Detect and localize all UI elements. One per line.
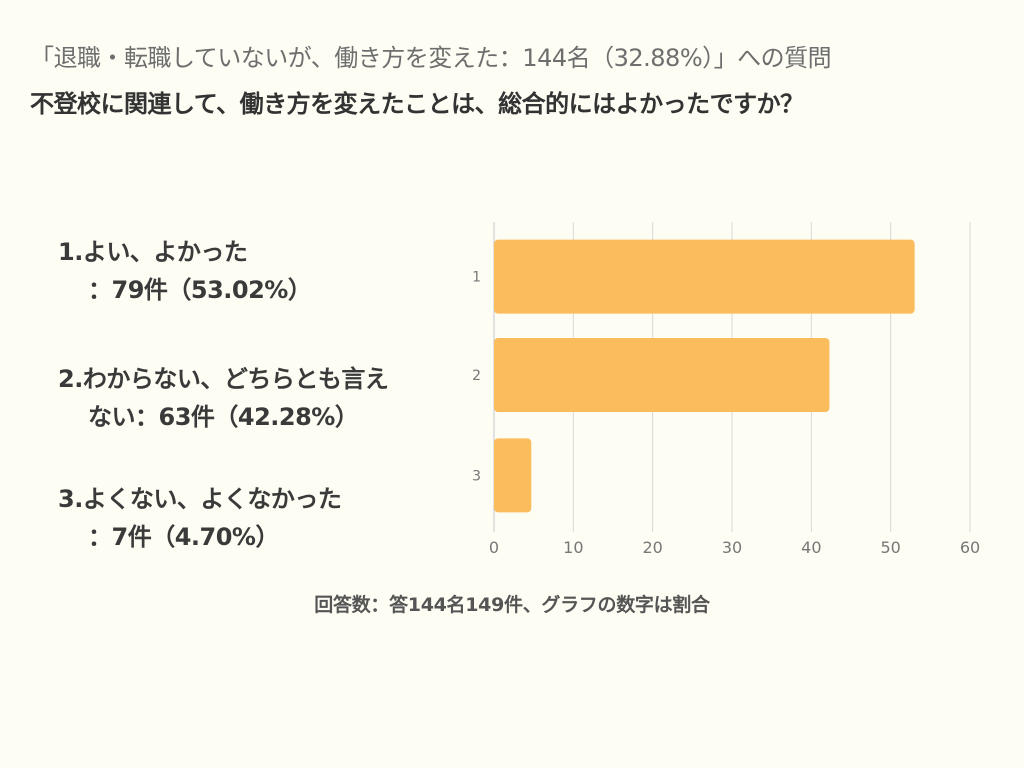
chart-title-line1: 「退職・転職していないが、働き方を変えた：144名（32.88%）」への質問	[30, 44, 832, 72]
category-label-3-line1: 3.よくない、よくなかった	[58, 485, 342, 513]
chart-title-line2: 不登校に関連して、働き方を変えたことは、総合的にはよかったですか？	[30, 90, 804, 118]
bar-1	[494, 239, 915, 314]
category-label-2: 2.わからない、どちらとも言え ない：63件（42.28%）	[58, 360, 389, 436]
y-tick-label-3: 3	[472, 468, 481, 484]
category-label-2-line2: ない：63件（42.28%）	[88, 403, 359, 431]
x-tick-label-10: 10	[563, 538, 583, 557]
y-tick-label-2: 2	[472, 368, 481, 384]
category-label-1-line2: ：79件（53.02%）	[88, 276, 312, 304]
category-label-3-line2: ：7件（4.70%）	[88, 523, 279, 551]
chart-footer-note: 回答数：答144名149件、グラフの数字は割合	[314, 594, 710, 616]
category-label-1: 1.よい、よかった ：79件（53.02%）	[58, 233, 312, 309]
x-tick-label-20: 20	[642, 538, 662, 557]
y-tick-label-1: 1	[472, 270, 481, 286]
category-label-2-line1: 2.わからない、どちらとも言え	[58, 365, 389, 393]
x-tick-label-0: 0	[489, 538, 499, 557]
bar-2	[494, 338, 830, 412]
x-tick-label-40: 40	[801, 538, 821, 557]
bar-3	[494, 438, 532, 513]
x-tick-label-60: 60	[960, 538, 980, 557]
x-tick-label-30: 30	[722, 538, 742, 557]
x-tick-label-50: 50	[880, 538, 900, 557]
category-label-1-line1: 1.よい、よかった	[58, 238, 248, 266]
category-label-3: 3.よくない、よくなかった ：7件（4.70%）	[58, 480, 342, 556]
